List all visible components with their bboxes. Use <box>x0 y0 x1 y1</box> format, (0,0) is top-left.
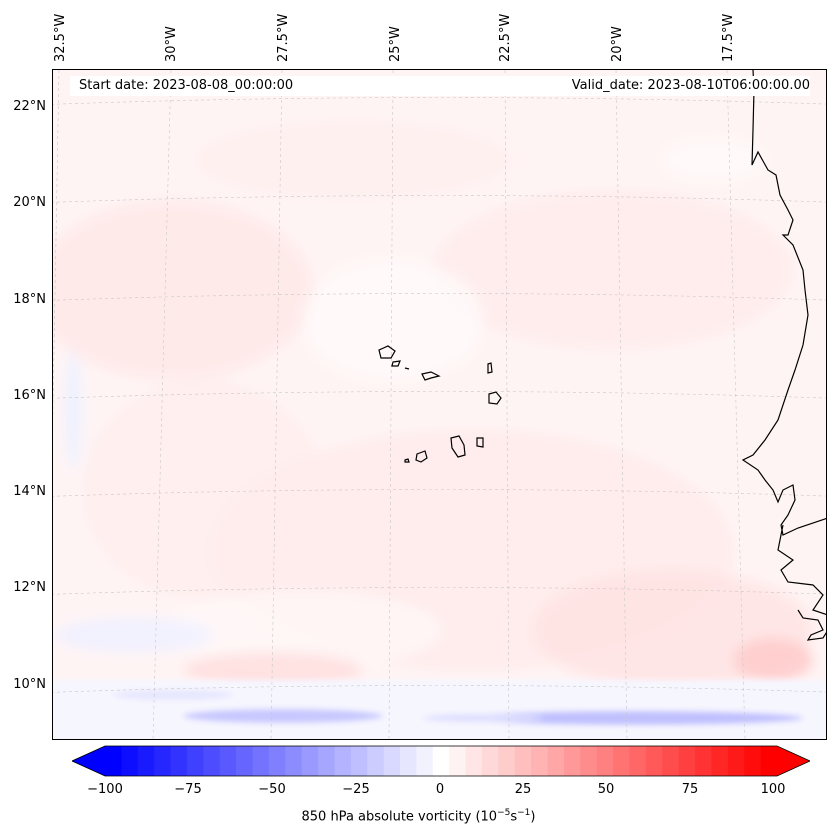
colorbar-segment <box>449 746 467 776</box>
colorbar-segment <box>432 746 450 776</box>
lat-label-14n: 14°N <box>13 484 46 499</box>
colorbar-extend-high <box>777 746 810 776</box>
colorbar-segment <box>105 746 122 776</box>
colorbar-segment <box>760 746 778 776</box>
africa-coastline <box>741 70 826 641</box>
lat-label-20n: 20°N <box>13 195 46 210</box>
colorbar-segment <box>318 746 336 776</box>
start-date-text: Start date: 2023-08-08_00:00:00 <box>79 78 294 93</box>
colorbar-segment <box>563 746 581 776</box>
lon-label-20w: 20°W <box>610 26 625 62</box>
colorbar-segment <box>350 746 368 776</box>
colorbar-segment <box>154 746 172 776</box>
island-sao-nicolau <box>421 371 441 381</box>
colorbar-tick-label: 0 <box>435 782 445 797</box>
colorbar-tick-label: −50 <box>258 782 286 797</box>
lon-label-17-5w: 17.5°W <box>721 13 736 62</box>
colorbar-segment <box>465 746 483 776</box>
colorbar-segment <box>285 746 303 776</box>
colorbar-segment <box>662 746 680 776</box>
lat-label-22n: 22°N <box>13 99 46 114</box>
colorbar-extend-low <box>72 746 105 776</box>
colorbar-segment <box>744 746 762 776</box>
colorbar-segment <box>580 746 598 776</box>
colorbar-tick-label: 25 <box>514 782 532 797</box>
colorbar-segment <box>727 746 745 776</box>
colorbar-tick-label: 100 <box>760 782 786 797</box>
island-santa-luzia <box>404 367 410 370</box>
colorbar-segment <box>711 746 729 776</box>
colorbar-segment <box>236 746 254 776</box>
lon-label-32-5w: 32.5°W <box>53 13 68 62</box>
lon-label-27-5w: 27.5°W <box>276 13 291 62</box>
lon-label-30w: 30°W <box>164 26 179 62</box>
colorbar-segment <box>334 746 352 776</box>
lat-label-10n: 10°N <box>13 677 46 692</box>
colorbar-tick-label: −100 <box>87 782 123 797</box>
valid-date-text: Valid_date: 2023-08-10T06:00:00.00 <box>571 78 810 93</box>
colorbar-segment <box>531 746 549 776</box>
colorbar-segment <box>301 746 319 776</box>
colorbar-segment <box>203 746 221 776</box>
colorbar-segment <box>514 746 532 776</box>
colorbar-segment <box>678 746 696 776</box>
colorbar-segment <box>498 746 516 776</box>
vorticity-map <box>53 70 826 739</box>
colorbar-segment <box>219 746 237 776</box>
island-brava <box>404 458 410 463</box>
island-santiago <box>450 435 466 458</box>
colorbar-segment <box>252 746 270 776</box>
date-banner <box>70 76 810 96</box>
colorbar-segment <box>629 746 647 776</box>
island-maio <box>476 437 484 448</box>
island-sal <box>487 362 493 374</box>
colorbar-tick-label: −75 <box>174 782 202 797</box>
colorbar-tick-label: 50 <box>597 782 615 797</box>
colorbar <box>72 745 810 777</box>
coastlines <box>378 70 826 641</box>
colorbar-segment <box>695 746 713 776</box>
colorbar-segment <box>383 746 401 776</box>
island-boa-vista <box>488 391 502 405</box>
colorbar-outline <box>72 745 810 777</box>
vorticity-bands-south <box>53 680 826 739</box>
colorbar-segment <box>186 746 204 776</box>
colorbar-segment <box>367 746 385 776</box>
colorbar-segment <box>137 746 155 776</box>
colorbar-segment <box>645 746 663 776</box>
colorbar-segment <box>481 746 499 776</box>
island-sao-vicente <box>391 360 401 367</box>
island-santo-antao <box>378 345 396 359</box>
colorbar-segment <box>416 746 434 776</box>
colorbar-segment <box>613 746 631 776</box>
colorbar-segment <box>121 746 139 776</box>
colorbar-tick-label: −25 <box>342 782 370 797</box>
vorticity-field <box>53 70 826 739</box>
colorbar-segment <box>400 746 418 776</box>
colorbar-tick-label: 75 <box>681 782 699 797</box>
island-fogo <box>415 450 428 463</box>
lat-label-18n: 18°N <box>13 292 46 307</box>
colorbar-segment <box>596 746 614 776</box>
colorbar-segment <box>268 746 286 776</box>
graticule <box>53 70 826 739</box>
lat-label-16n: 16°N <box>13 388 46 403</box>
lon-label-25w: 25°W <box>388 26 403 62</box>
colorbar-label: 850 hPa absolute vorticity (10−5s−1) <box>301 808 536 825</box>
lat-label-12n: 12°N <box>13 580 46 595</box>
map-panel <box>52 69 827 740</box>
colorbar-segment <box>170 746 188 776</box>
colorbar-segment <box>547 746 565 776</box>
lon-label-22-5w: 22.5°W <box>498 13 513 62</box>
